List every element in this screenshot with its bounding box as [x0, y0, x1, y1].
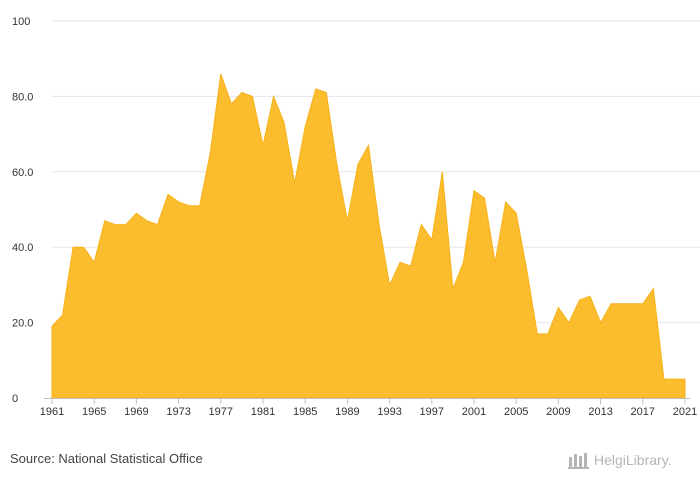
x-tick-label: 1997	[420, 406, 444, 418]
x-tick-label: 1981	[251, 406, 275, 418]
x-tick-label: 2009	[546, 406, 570, 418]
x-tick-label: 1989	[335, 406, 359, 418]
y-axis-labels: 0 20.0 40.0 60.0 80.0 100	[12, 16, 33, 405]
source-note: Source: National Statistical Office	[10, 451, 203, 466]
x-tick-label: 1969	[124, 406, 148, 418]
x-tick-label: 2005	[504, 406, 528, 418]
x-tick-label: 2013	[588, 406, 612, 418]
y-tick-label: 60.0	[12, 167, 33, 179]
area-layer	[51, 73, 686, 399]
y-tick-label: 100	[12, 16, 30, 28]
x-tick-label: 1993	[377, 406, 401, 418]
x-tick-label: 1985	[293, 406, 317, 418]
x-axis-labels: 1961 1965 1969 1973 1977 1981 1985 1989 1993 1997…	[40, 406, 697, 418]
area-series	[51, 73, 686, 399]
x-tick-label: 1973	[166, 406, 190, 418]
logo-text: HelgiLibrary.	[594, 452, 672, 468]
helgilibrary-logo: HelgiLibrary.	[568, 449, 672, 471]
x-tick-label: 1977	[209, 406, 233, 418]
x-tick-label: 2021	[673, 406, 697, 418]
area-chart: 0 20.0 40.0 60.0 80.0 100 1961 1965 1969 1973 197…	[12, 16, 700, 418]
x-tick-label: 1965	[82, 406, 106, 418]
x-tick-label: 2001	[462, 406, 486, 418]
x-tick-label: 2017	[631, 406, 655, 418]
y-tick-label: 40.0	[12, 242, 33, 254]
y-tick-label: 0	[12, 393, 18, 405]
y-tick-label: 20.0	[12, 318, 33, 330]
y-tick-label: 80.0	[12, 91, 33, 103]
x-tick-label: 1961	[40, 406, 64, 418]
x-axis	[44, 398, 690, 404]
library-building-icon	[568, 453, 589, 469]
